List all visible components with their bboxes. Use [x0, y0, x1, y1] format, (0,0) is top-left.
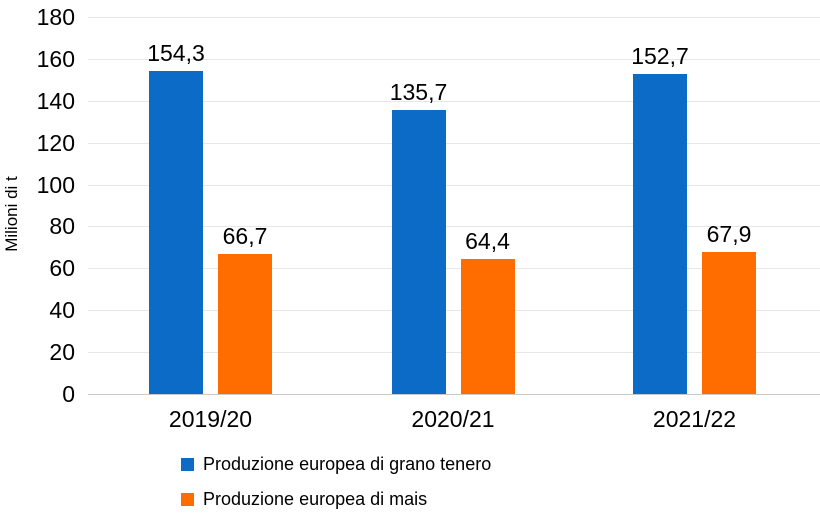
- x-tick-label: 2019/20: [168, 406, 253, 432]
- gridline: [88, 17, 820, 18]
- bar-mais-2019-20: [218, 254, 272, 394]
- bar-value-label: 64,4: [465, 228, 510, 255]
- x-tick-label: 2020/21: [411, 406, 495, 432]
- bar-value-label: 67,9: [706, 220, 752, 247]
- y-tick-label: 140: [36, 87, 75, 114]
- y-tick-label: 180: [36, 4, 75, 30]
- gridline: [88, 268, 820, 270]
- gridline: [88, 310, 820, 312]
- y-tick-label: 160: [36, 45, 75, 72]
- legend-label: Produzione europea di mais: [203, 489, 428, 509]
- y-tick-label: 60: [49, 255, 75, 282]
- y-tick-label: 40: [49, 297, 75, 324]
- legend-swatch-mais: [181, 492, 194, 506]
- y-tick-label: 120: [36, 129, 75, 156]
- bar-value-label: 152,7: [631, 43, 689, 70]
- gridline: [88, 142, 820, 144]
- gridline: [88, 100, 820, 102]
- gridline: [88, 184, 820, 186]
- y-tick-label: 100: [36, 171, 75, 198]
- legend-item-mais: Produzione europea di mais: [181, 490, 427, 508]
- gridline: [88, 352, 820, 354]
- x-tick-label: 2021/22: [652, 406, 737, 432]
- x-axis-line: [88, 394, 820, 395]
- bar-mais-2021-22: [702, 251, 756, 394]
- bar-value-label: 135,7: [389, 78, 448, 105]
- bar-mais-2020-21: [460, 259, 515, 394]
- gridline: [88, 226, 820, 228]
- legend-label: Produzione europea di grano tenero: [203, 454, 492, 474]
- legend-swatch-grano-tenero: [181, 457, 194, 471]
- y-tick-label: 80: [49, 213, 75, 240]
- y-tick-label: 20: [49, 339, 75, 366]
- bar-value-label: 154,3: [147, 39, 205, 66]
- bar-grano-tenero-2021-22: [633, 74, 687, 394]
- bar-grano-tenero-2020-21: [391, 109, 446, 394]
- gridline: [88, 58, 820, 60]
- bar-grano-tenero-2019-20: [149, 70, 203, 394]
- legend-item-grano-tenero: Produzione europea di grano tenero: [181, 455, 491, 473]
- y-tick-label: 0: [62, 381, 75, 407]
- bar-value-label: 66,7: [222, 223, 268, 250]
